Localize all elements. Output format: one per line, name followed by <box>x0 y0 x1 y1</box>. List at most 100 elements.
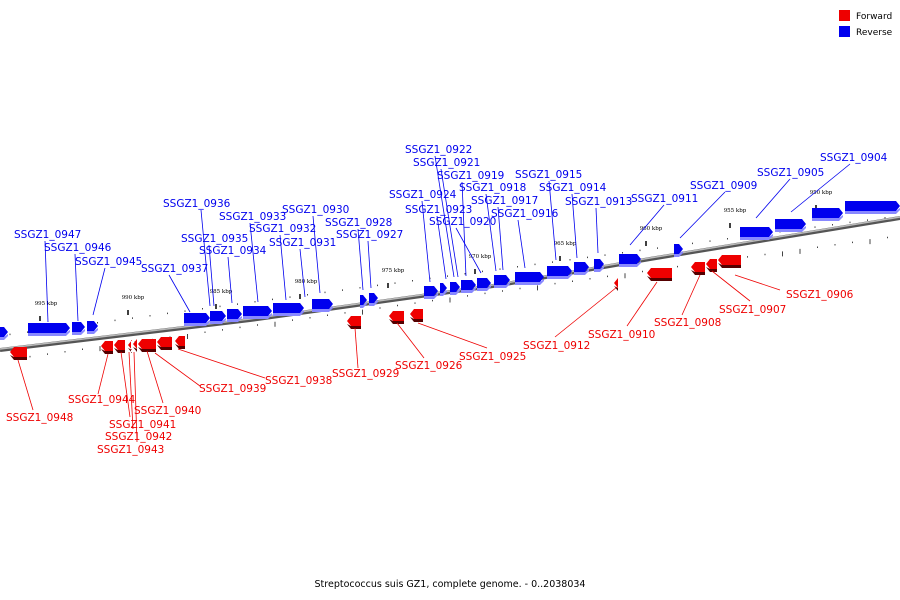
reverse-gene-arrow-body[interactable] <box>424 286 438 296</box>
reverse-gene-leader <box>299 248 306 298</box>
reverse-gene-arrow-body[interactable] <box>594 259 604 269</box>
reverse-gene-arrow-body[interactable] <box>775 219 806 229</box>
forward-gene-arrow-shadow[interactable] <box>138 347 156 352</box>
reverse-gene-leader <box>517 219 526 269</box>
forward-gene-leader <box>417 322 488 349</box>
reverse-gene-leader <box>227 256 233 304</box>
reverse-gene-label: SSGZ1_0945 <box>75 256 142 268</box>
reverse-gene-arrow <box>450 282 460 295</box>
reverse-gene-arrow-body[interactable] <box>243 306 272 316</box>
forward-gene-label: SSGZ1_0912 <box>523 340 590 352</box>
forward-gene-label: SSGZ1_0926 <box>395 360 463 372</box>
forward-gene-leader <box>626 281 658 327</box>
reverse-gene-arrow-body[interactable] <box>477 278 491 288</box>
forward-gene-arrow-shadow[interactable] <box>706 267 717 272</box>
forward-gene-arrow-shadow[interactable] <box>157 345 172 350</box>
forward-gene-arrow-shadow[interactable] <box>101 349 113 354</box>
reverse-gene-arrow <box>461 280 476 293</box>
forward-gene-arrow-shadow[interactable] <box>10 355 27 360</box>
reverse-gene-arrow-shadow[interactable] <box>360 302 367 308</box>
forward-gene-arrow <box>10 347 27 360</box>
forward-gene-arrow-shadow[interactable] <box>410 317 423 322</box>
reverse-gene-arrow-body[interactable] <box>273 303 304 313</box>
forward-gene-arrow-body[interactable] <box>175 336 185 346</box>
forward-gene-arrow-shadow[interactable] <box>133 347 137 352</box>
forward-gene-arrow-body[interactable] <box>128 340 132 350</box>
forward-gene-arrow <box>718 255 741 268</box>
forward-gene-arrow-shadow[interactable] <box>718 263 741 268</box>
reverse-gene-label: SSGZ1_0932 <box>249 223 316 235</box>
reverse-gene-arrow <box>494 275 510 288</box>
reverse-gene-arrow-body[interactable] <box>450 282 460 292</box>
forward-gene-arrow-body[interactable] <box>647 268 672 278</box>
reverse-gene-arrow-body[interactable] <box>619 254 641 264</box>
reverse-gene-arrow-body[interactable] <box>28 323 70 333</box>
reverse-gene-arrow-body[interactable] <box>440 283 447 293</box>
reverse-gene-arrow-body[interactable] <box>461 280 476 290</box>
reverse-gene-label: SSGZ1_0934 <box>199 245 267 257</box>
legend-forward-swatch[interactable] <box>839 10 850 21</box>
forward-gene-arrow-body[interactable] <box>614 278 618 288</box>
reverse-gene-arrow-body[interactable] <box>547 266 572 276</box>
forward-gene-arrow-shadow[interactable] <box>614 286 618 291</box>
reverse-gene-arrow-body[interactable] <box>184 313 210 323</box>
reverse-gene-leader <box>629 204 665 246</box>
forward-gene-arrow-body[interactable] <box>410 309 423 319</box>
reverse-gene-arrow-body[interactable] <box>360 295 367 305</box>
forward-gene-leader <box>97 353 109 395</box>
reverse-gene-arrow-body[interactable] <box>72 322 85 332</box>
legend-reverse-swatch[interactable] <box>839 26 850 37</box>
reverse-gene-arrow-body[interactable] <box>494 275 510 285</box>
forward-gene-leader <box>554 286 618 338</box>
forward-gene-leader <box>154 352 201 387</box>
reverse-gene-arrow <box>360 295 367 308</box>
reverse-gene-arrow-body[interactable] <box>227 309 242 319</box>
forward-gene-arrow-body[interactable] <box>133 339 137 349</box>
forward-gene-arrow-shadow[interactable] <box>647 276 672 281</box>
forward-gene-arrow-shadow[interactable] <box>389 319 404 324</box>
forward-gene-leader <box>711 270 751 302</box>
reverse-gene-label: SSGZ1_0933 <box>219 211 286 223</box>
reverse-gene-label: SSGZ1_0913 <box>565 196 632 208</box>
reverse-gene-leader <box>436 215 447 280</box>
forward-gene-arrow-shadow[interactable] <box>114 348 125 353</box>
forward-gene-arrow-body[interactable] <box>101 341 113 351</box>
forward-gene-arrow-body[interactable] <box>10 347 27 357</box>
reverse-gene-arrow-body[interactable] <box>574 262 589 272</box>
forward-gene-arrow-shadow[interactable] <box>128 348 132 353</box>
forward-gene-arrow-body[interactable] <box>157 337 172 347</box>
reverse-gene-arrow-shadow[interactable] <box>440 290 447 296</box>
reverse-gene-arrow-body[interactable] <box>845 201 900 211</box>
reverse-gene-arrow <box>227 309 242 322</box>
reverse-gene-arrow <box>0 327 8 340</box>
forward-gene-leader <box>681 274 701 316</box>
forward-gene-leader <box>17 359 34 411</box>
forward-gene-arrow-shadow[interactable] <box>175 344 185 349</box>
reverse-gene-arrow-body[interactable] <box>369 293 378 303</box>
forward-gene-arrow-body[interactable] <box>691 262 705 272</box>
forward-gene-arrow-body[interactable] <box>389 311 404 321</box>
forward-gene-arrow-shadow[interactable] <box>347 324 361 329</box>
reverse-gene-arrow-body[interactable] <box>740 227 773 237</box>
reverse-gene-arrow-body[interactable] <box>0 327 8 337</box>
forward-gene-arrow-body[interactable] <box>138 339 156 349</box>
reverse-gene-arrow-body[interactable] <box>515 272 544 282</box>
forward-gene-arrow-body[interactable] <box>718 255 741 265</box>
reverse-gene-arrow-body[interactable] <box>210 311 226 321</box>
reverse-gene-arrow <box>28 323 70 336</box>
forward-gene-arrow-shadow[interactable] <box>691 270 705 275</box>
forward-gene-arrow-body[interactable] <box>706 259 717 269</box>
reverse-gene-arrow-body[interactable] <box>812 208 843 218</box>
reverse-gene-label: SSGZ1_0936 <box>163 198 231 210</box>
reverse-gene-arrow-body[interactable] <box>312 299 333 309</box>
reverse-gene-arrow <box>243 306 272 319</box>
forward-gene-arrow-body[interactable] <box>114 340 125 350</box>
forward-gene-arrow <box>138 339 156 352</box>
forward-gene-arrow <box>389 311 404 324</box>
reverse-gene-arrow-body[interactable] <box>674 244 683 254</box>
forward-gene-label: SSGZ1_0948 <box>6 412 73 424</box>
forward-gene-arrow-body[interactable] <box>347 316 361 326</box>
reverse-gene-arrow-body[interactable] <box>87 321 98 331</box>
forward-gene-label: SSGZ1_0942 <box>105 431 172 443</box>
